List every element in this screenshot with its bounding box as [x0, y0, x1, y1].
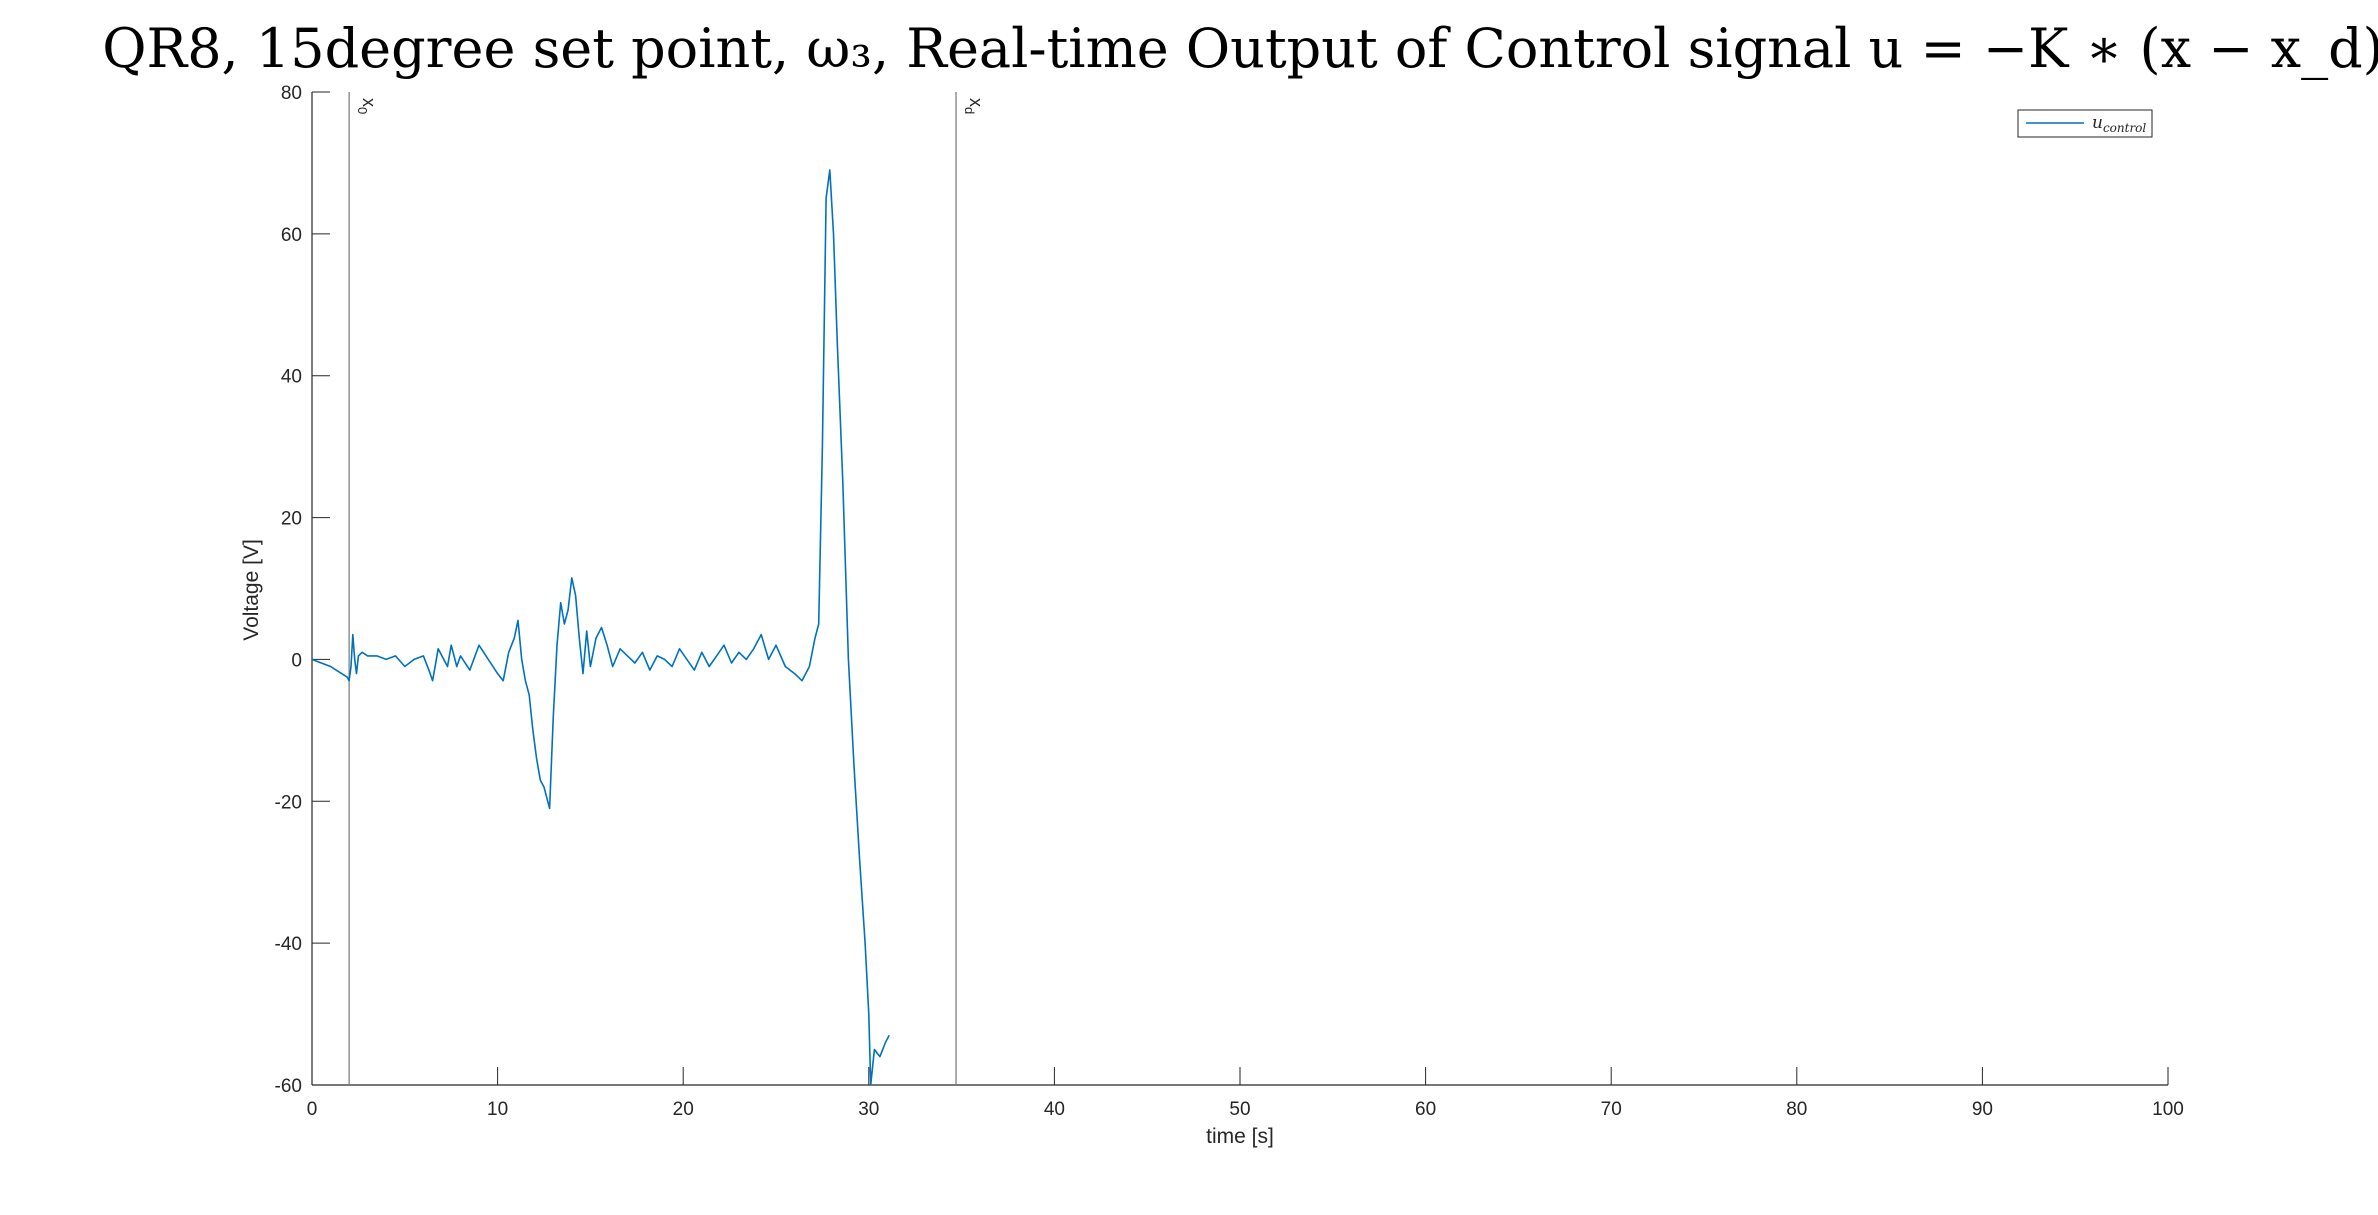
y-tick-label: 60 [281, 225, 302, 246]
y-tick-label: 80 [281, 83, 302, 104]
x-tick-label: 10 [487, 1099, 508, 1120]
y-tick-label: 40 [281, 367, 302, 388]
x-tick-label: 70 [1601, 1099, 1622, 1120]
reference-line-label: xd [962, 98, 986, 114]
x-tick-label: 30 [858, 1099, 879, 1120]
y-axis-label: Voltage [V] [240, 539, 263, 641]
y-tick-label: -20 [275, 792, 302, 813]
axes: 0 10 20 30 40 50 60 70 80 90 100 -60 -40 -20 0 20 40 60 80 [275, 83, 2184, 1120]
chart-title: QR8, 15degree set point, ω₃, Real-time O… [102, 17, 2378, 80]
x-tick-label: 50 [1229, 1099, 1250, 1120]
y-tick-label: -40 [275, 934, 302, 955]
series-group [311, 169, 890, 1086]
x-tick-label: 20 [673, 1099, 694, 1120]
x-tick-label: 100 [2152, 1099, 2184, 1120]
y-tick-label: 0 [291, 650, 302, 671]
x-tick-label: 40 [1044, 1099, 1065, 1120]
x-tick-label: 80 [1786, 1099, 1807, 1120]
reference-lines: x0 xd [348, 92, 986, 1085]
x-tick-label: 90 [1972, 1099, 1993, 1120]
y-tick-label: -60 [275, 1076, 302, 1097]
legend: ucontrol [2017, 109, 2153, 138]
legend-label: ucontrol [2092, 113, 2146, 135]
series-line-u_control [311, 169, 890, 1086]
x-tick-label: 60 [1415, 1099, 1436, 1120]
x-tick-label: 0 [307, 1099, 318, 1120]
y-tick-label: 20 [281, 509, 302, 530]
reference-line-label: x0 [355, 98, 379, 114]
x-axis-label: time [s] [1206, 1125, 1274, 1148]
